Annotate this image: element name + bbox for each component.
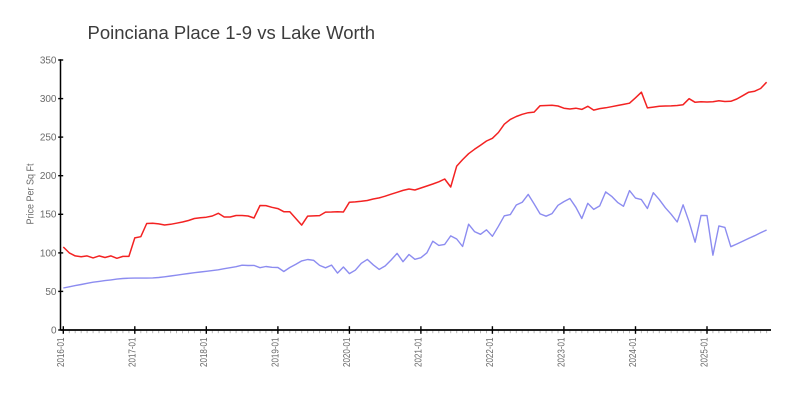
svg-text:300: 300 <box>40 94 57 105</box>
svg-text:100: 100 <box>40 248 57 259</box>
svg-text:150: 150 <box>40 210 57 221</box>
svg-text:250: 250 <box>40 133 57 144</box>
svg-text:2018-01: 2018-01 <box>199 337 210 367</box>
svg-text:2017-01: 2017-01 <box>128 337 139 367</box>
svg-text:2021-01: 2021-01 <box>414 337 425 367</box>
svg-text:350: 350 <box>40 55 57 66</box>
svg-text:2025-01: 2025-01 <box>700 337 711 367</box>
svg-text:50: 50 <box>45 287 57 298</box>
svg-text:2022-01: 2022-01 <box>485 337 496 367</box>
svg-text:2020-01: 2020-01 <box>342 337 353 367</box>
svg-text:Poinciana Place 1-9 vs Lake Wo: Poinciana Place 1-9 vs Lake Worth <box>88 22 376 43</box>
svg-text:2023-01: 2023-01 <box>557 337 568 367</box>
svg-text:2024-01: 2024-01 <box>628 337 639 367</box>
svg-text:2016-01: 2016-01 <box>56 337 67 367</box>
svg-text:Price Per Sq Ft: Price Per Sq Ft <box>26 163 37 224</box>
svg-text:2019-01: 2019-01 <box>271 337 282 367</box>
svg-text:0: 0 <box>51 325 57 336</box>
svg-text:200: 200 <box>40 171 57 182</box>
